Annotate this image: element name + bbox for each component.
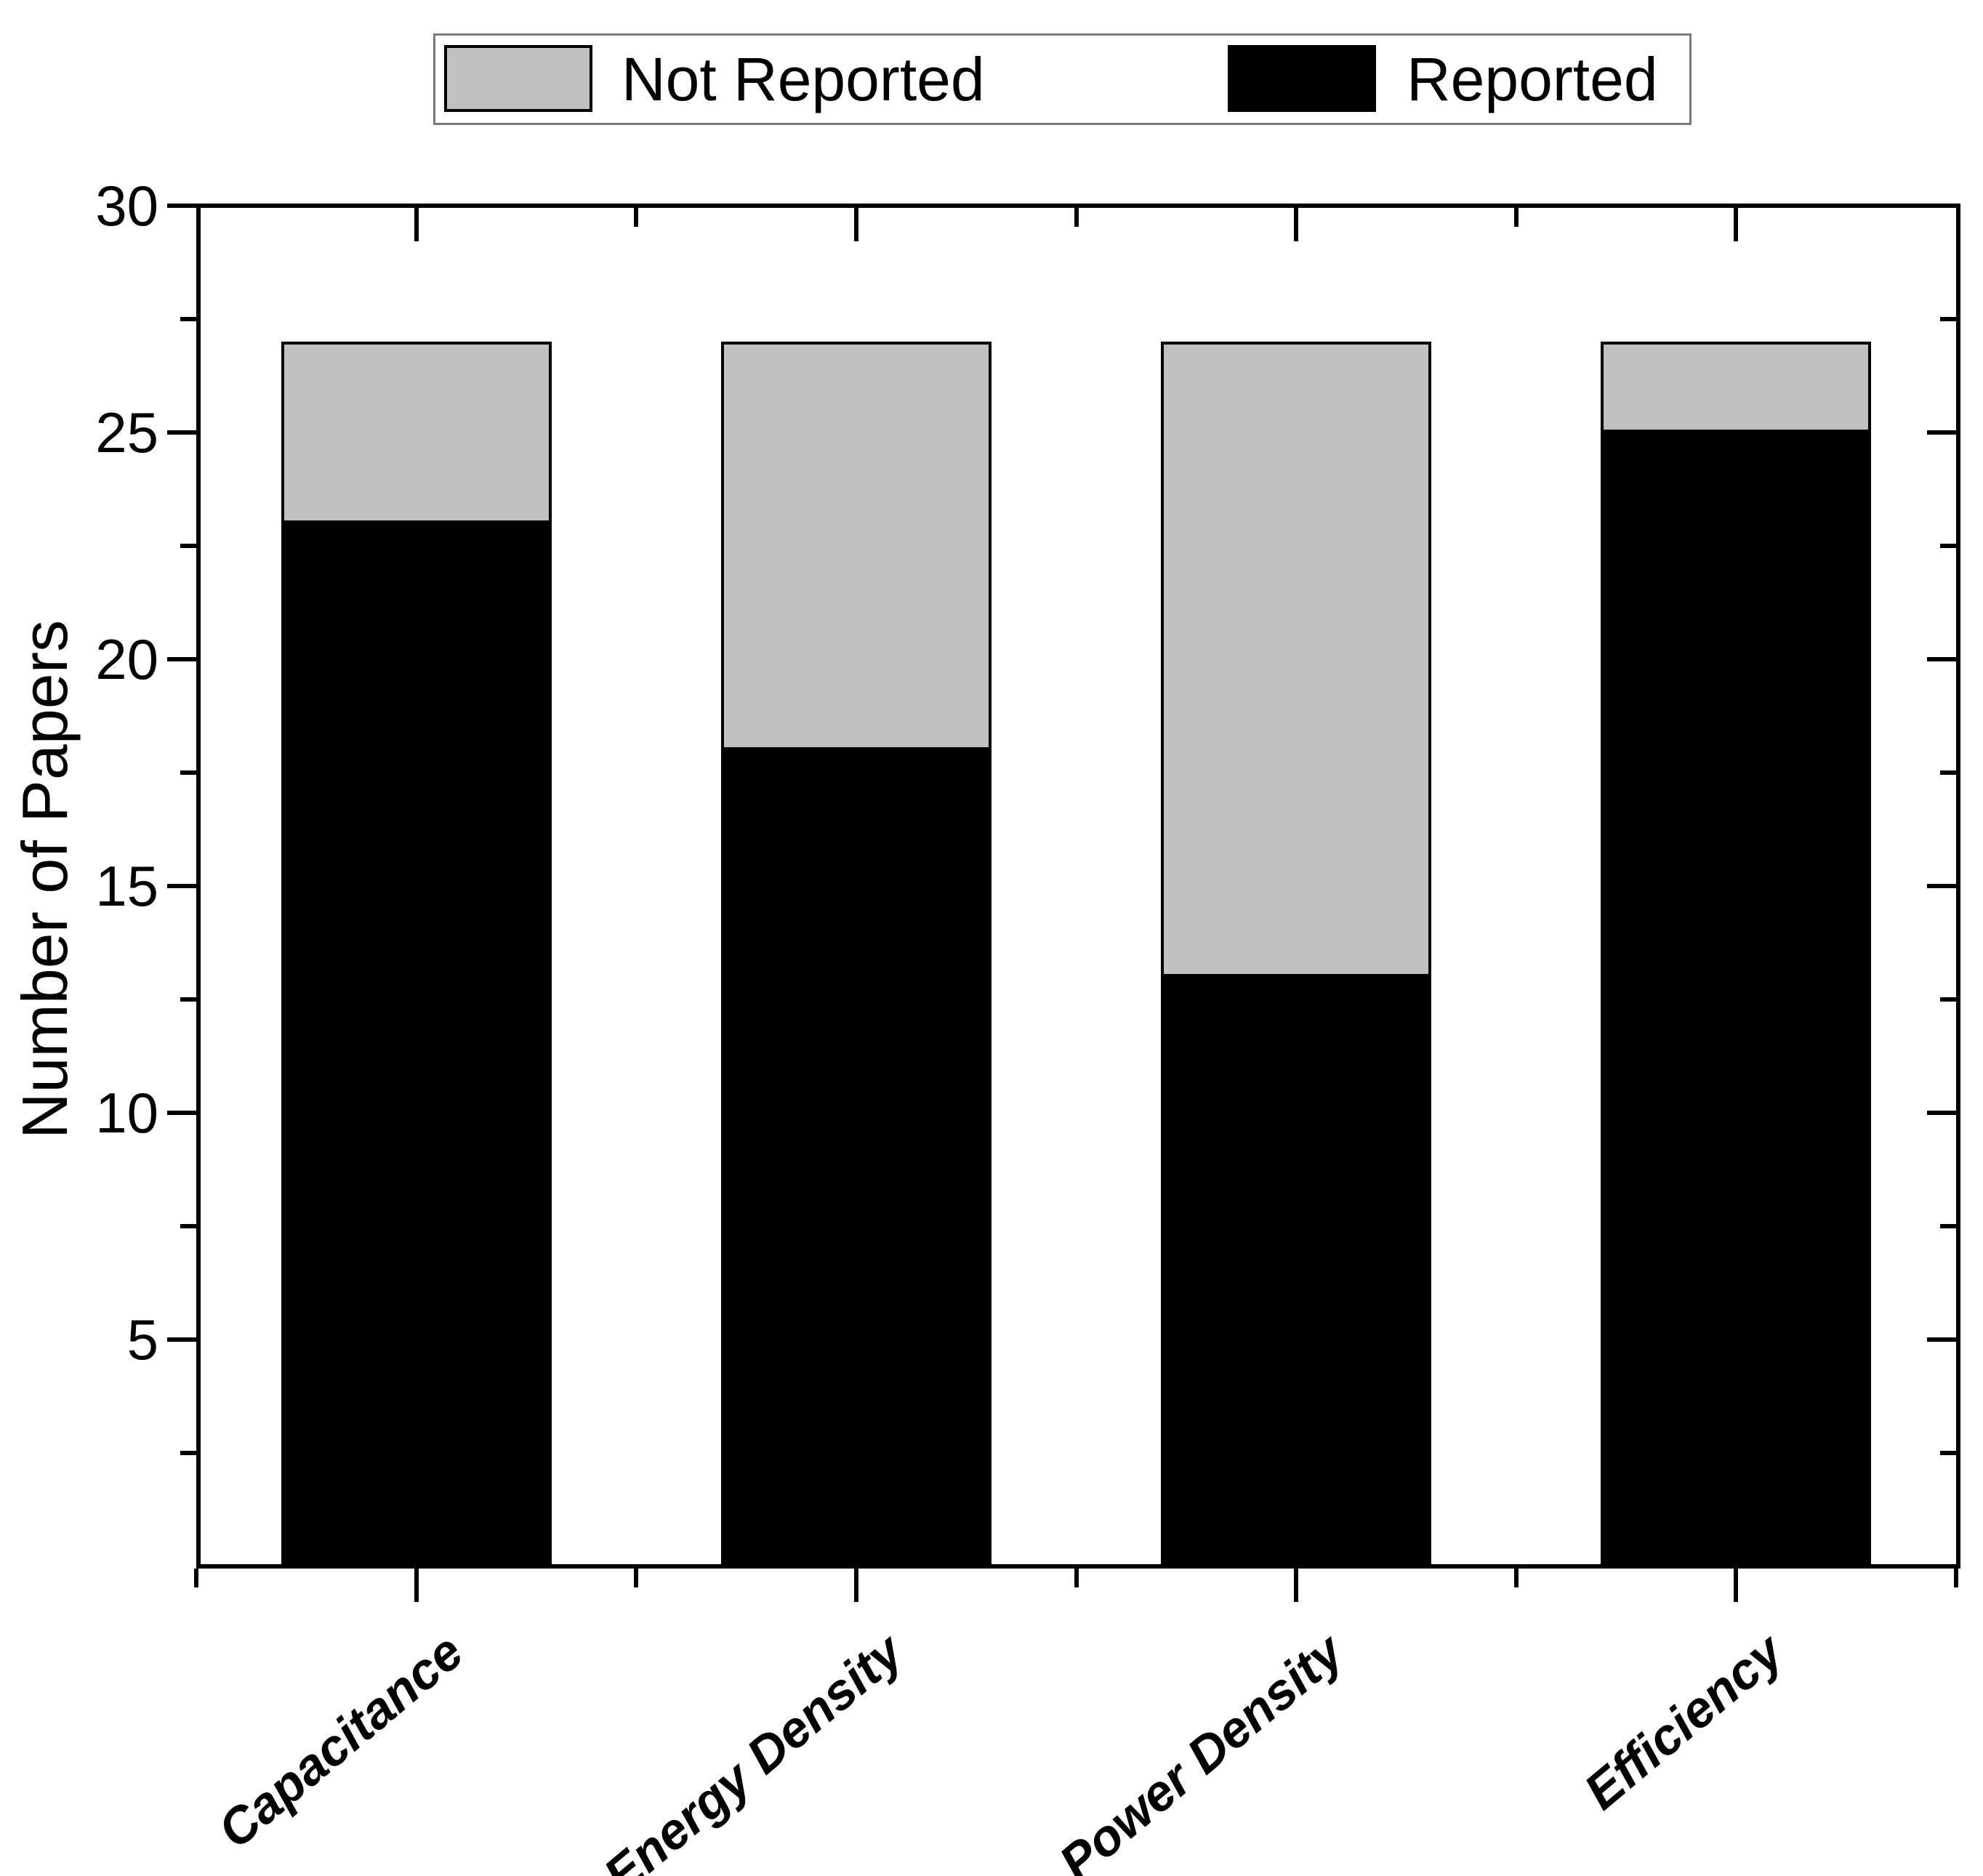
x-category-label-1: Energy Density (593, 1622, 914, 1876)
x-minor-tick-bottom (1954, 1569, 1958, 1587)
y-tick-label: 15 (95, 854, 158, 918)
bar-segment-not-reported-2 (1161, 342, 1431, 977)
y-major-tick-left (167, 430, 196, 435)
y-major-tick-right (1927, 430, 1956, 435)
x-minor-tick-top (1074, 208, 1079, 227)
x-major-tick-bottom (1294, 1569, 1299, 1602)
y-minor-tick-right (1940, 1451, 1956, 1455)
y-major-tick-right (1927, 204, 1956, 208)
y-tick-label: 5 (126, 1308, 158, 1372)
x-category-label-3: Efficiency (1573, 1622, 1794, 1821)
y-minor-tick-left (180, 1451, 196, 1455)
bar-segment-reported-2 (1161, 977, 1431, 1566)
y-minor-tick-left (180, 544, 196, 548)
bar-segment-reported-3 (1601, 432, 1871, 1566)
legend-swatch-reported (1228, 45, 1376, 112)
x-major-tick-bottom (1734, 1569, 1739, 1602)
x-category-label-2: Power Density (1048, 1622, 1353, 1876)
y-minor-tick-right (1940, 770, 1956, 775)
legend-swatch-not-reported (444, 45, 592, 112)
y-major-tick-left (167, 1337, 196, 1342)
bar-segment-not-reported-1 (721, 342, 992, 750)
y-minor-tick-left (180, 317, 196, 321)
x-minor-tick-bottom (194, 1569, 198, 1587)
x-minor-tick-top (1513, 208, 1519, 227)
bar-segment-reported-0 (281, 523, 552, 1566)
x-category-label-0: Capacitance (207, 1622, 474, 1859)
x-major-tick-bottom (853, 1569, 858, 1602)
x-major-tick-top (1294, 208, 1299, 241)
x-minor-tick-bottom (1074, 1569, 1079, 1587)
y-major-tick-left (167, 657, 196, 661)
y-minor-tick-left (180, 997, 196, 1002)
x-minor-tick-top (634, 208, 639, 227)
y-minor-tick-left (180, 1224, 196, 1228)
legend-label-not-reported: Not Reported (622, 45, 985, 113)
y-minor-tick-right (1940, 1224, 1956, 1228)
bar-segment-not-reported-3 (1601, 342, 1871, 432)
x-minor-tick-bottom (634, 1569, 639, 1587)
x-major-tick-top (1734, 208, 1739, 241)
y-major-tick-left (167, 1111, 196, 1115)
x-major-tick-top (853, 208, 858, 241)
y-major-tick-left (167, 204, 196, 208)
y-tick-label: 30 (95, 174, 158, 238)
y-major-tick-right (1927, 884, 1956, 888)
y-major-tick-right (1927, 1111, 1956, 1115)
x-major-tick-bottom (414, 1569, 419, 1602)
y-major-tick-left (167, 884, 196, 888)
y-major-tick-right (1927, 657, 1956, 661)
y-tick-label: 25 (95, 400, 158, 464)
x-minor-tick-bottom (1513, 1569, 1519, 1587)
y-minor-tick-right (1940, 997, 1956, 1002)
legend: Not Reported Reported (433, 33, 1692, 125)
bar-segment-not-reported-0 (281, 342, 552, 523)
x-major-tick-top (414, 208, 419, 241)
legend-label-reported: Reported (1407, 45, 1658, 113)
y-minor-tick-left (180, 770, 196, 775)
y-minor-tick-right (1940, 544, 1956, 548)
y-tick-label: 10 (95, 1081, 158, 1145)
y-minor-tick-right (1940, 317, 1956, 321)
bar-segment-reported-1 (721, 750, 992, 1566)
y-tick-label: 20 (95, 627, 158, 691)
y-major-tick-right (1927, 1337, 1956, 1342)
